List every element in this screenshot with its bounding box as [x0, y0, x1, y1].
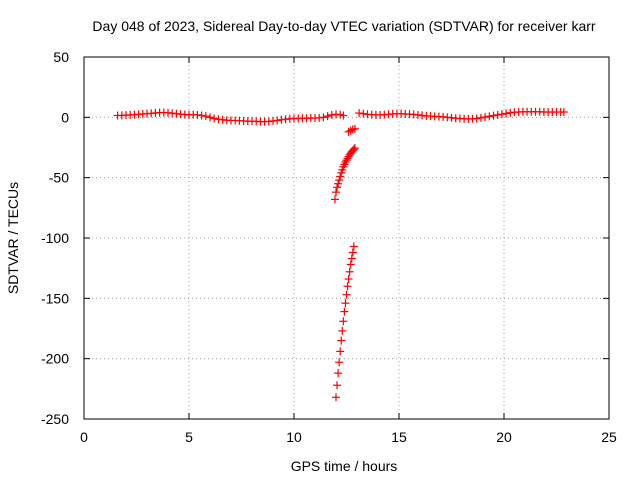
x-tick-label: 5: [185, 429, 193, 445]
data-point: [359, 109, 368, 118]
data-point: [485, 112, 494, 121]
data-point: [349, 145, 358, 154]
data-point: [342, 290, 351, 299]
data-point: [333, 381, 342, 390]
data-point: [335, 176, 344, 185]
data-point: [334, 179, 343, 188]
data-point: [335, 358, 344, 367]
x-tick-label: 15: [391, 429, 407, 445]
chart-title: Day 048 of 2023, Sidereal Day-to-day VTE…: [92, 18, 595, 34]
y-tick-label: -150: [41, 290, 69, 306]
data-point: [497, 110, 506, 119]
data-point: [348, 248, 357, 257]
data-point: [346, 260, 355, 269]
data-point: [323, 112, 332, 121]
data-point: [339, 111, 348, 120]
y-tick-label: -50: [49, 170, 69, 186]
data-point: [489, 111, 498, 120]
x-tick-label: 10: [286, 429, 302, 445]
x-axis-label: GPS time / hours: [291, 458, 398, 474]
data-point: [345, 267, 354, 276]
y-tick-label: -250: [41, 411, 69, 427]
y-tick-label: -100: [41, 230, 69, 246]
y-tick-label: 0: [61, 109, 69, 125]
y-tick-label: 50: [53, 49, 69, 65]
data-point: [197, 111, 206, 120]
data-point: [210, 114, 219, 123]
data-points: [113, 107, 568, 402]
data-point: [339, 317, 348, 326]
data-point: [559, 108, 568, 117]
data-point: [340, 307, 349, 316]
data-point: [201, 112, 210, 121]
data-point: [336, 347, 345, 356]
data-point: [347, 254, 356, 263]
x-tick-label: 25: [601, 429, 617, 445]
data-point: [413, 110, 422, 119]
data-point: [332, 188, 340, 197]
data-point: [332, 393, 340, 402]
y-tick-label: -200: [41, 351, 69, 367]
x-tick-label: 20: [496, 429, 512, 445]
data-point: [350, 144, 359, 153]
x-tick-label: 0: [80, 429, 88, 445]
data-point: [350, 124, 359, 133]
data-point: [337, 336, 346, 345]
data-point: [206, 113, 214, 122]
data-point: [333, 183, 342, 192]
data-point: [327, 110, 336, 119]
data-point: [341, 299, 350, 308]
axis-ticks: 0 5 10 15 20 25 -250 -200 -150 -100 -50 0 50: [41, 49, 617, 445]
data-point: [344, 275, 353, 284]
data-point: [502, 109, 511, 118]
data-point: [330, 195, 339, 204]
data-point: [193, 110, 202, 119]
data-point: [319, 113, 328, 122]
data-point: [338, 326, 347, 335]
data-point: [273, 116, 282, 125]
data-point: [349, 242, 358, 251]
data-point: [481, 113, 490, 122]
data-point: [343, 282, 352, 291]
data-point: [334, 369, 343, 378]
data-point: [472, 114, 481, 123]
data-point: [355, 109, 364, 118]
data-point: [476, 113, 485, 122]
data-point: [493, 110, 502, 119]
y-axis-label: SDTVAR / TECUs: [5, 182, 21, 294]
data-point: [336, 172, 345, 181]
